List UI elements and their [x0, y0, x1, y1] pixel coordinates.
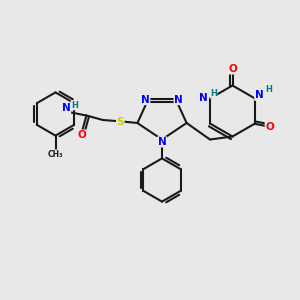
- Text: N: N: [62, 103, 71, 113]
- Text: N: N: [158, 137, 166, 147]
- Text: N: N: [141, 94, 150, 105]
- Text: O: O: [77, 130, 86, 140]
- Text: N: N: [199, 93, 207, 103]
- Text: H: H: [210, 89, 217, 98]
- Text: H: H: [71, 101, 78, 110]
- Text: O: O: [265, 122, 274, 132]
- Text: CH₃: CH₃: [48, 150, 63, 159]
- Text: O: O: [228, 64, 237, 74]
- Text: N: N: [174, 94, 183, 105]
- Text: N: N: [255, 90, 263, 100]
- Text: S: S: [116, 116, 124, 127]
- Text: H: H: [265, 85, 272, 94]
